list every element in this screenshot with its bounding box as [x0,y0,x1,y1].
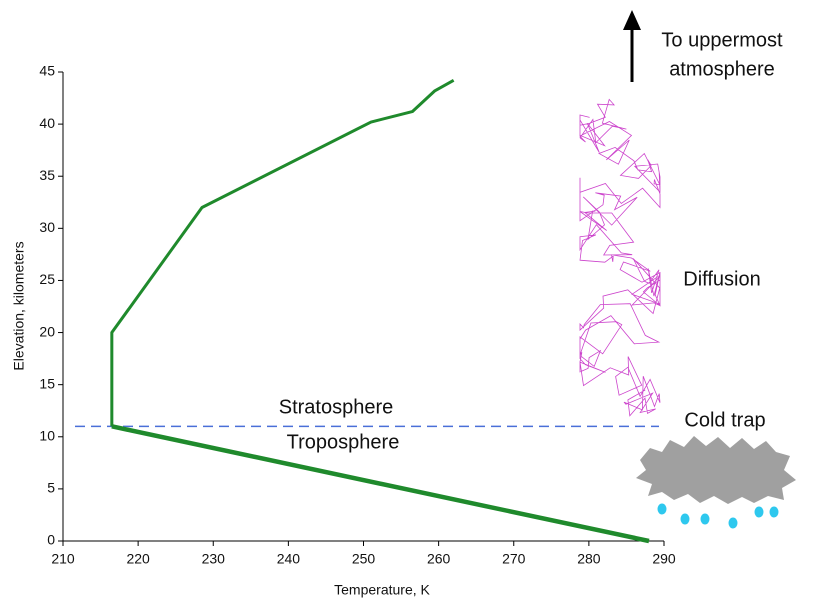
annotation: atmosphere [669,58,775,80]
x-tick-label: 210 [51,551,75,567]
annotation: Stratosphere [279,396,394,418]
x-tick-label: 250 [352,551,376,567]
y-tick-label: 20 [39,323,55,339]
y-tick-label: 30 [39,219,55,235]
raindrops [658,504,779,529]
raindrop [701,514,710,525]
raindrop [681,514,690,525]
arrow-head [623,10,641,30]
cloud [636,436,796,504]
x-tick-label: 270 [502,551,526,567]
annotation: Diffusion [683,268,760,290]
y-tick-label: 10 [39,427,55,443]
x-tick-label: 290 [652,551,676,567]
annotation: Cold trap [684,409,765,431]
y-axis-label: Elevation, kilometers [11,241,27,370]
y-tick-label: 45 [39,63,55,79]
x-tick-label: 230 [202,551,226,567]
diffusion-path [580,99,660,415]
annotation: To uppermost [661,29,783,51]
x-tick-label: 280 [577,551,601,567]
raindrop [770,507,779,518]
x-tick-label: 220 [126,551,150,567]
x-tick-label: 240 [277,551,301,567]
y-tick-label: 0 [47,532,55,548]
y-tick-label: 15 [39,375,55,391]
y-tick-label: 25 [39,271,55,287]
raindrop [729,518,738,529]
raindrop [658,504,667,515]
y-tick-label: 35 [39,167,55,183]
y-tick-label: 40 [39,115,55,131]
y-tick-label: 5 [47,480,55,496]
x-axis-label: Temperature, K [334,582,430,598]
data-line [112,80,454,426]
x-tick-label: 260 [427,551,451,567]
annotation: Troposphere [287,431,400,453]
chart: Temperature, K Elevation, kilometers 210… [0,0,817,603]
raindrop [755,507,764,518]
